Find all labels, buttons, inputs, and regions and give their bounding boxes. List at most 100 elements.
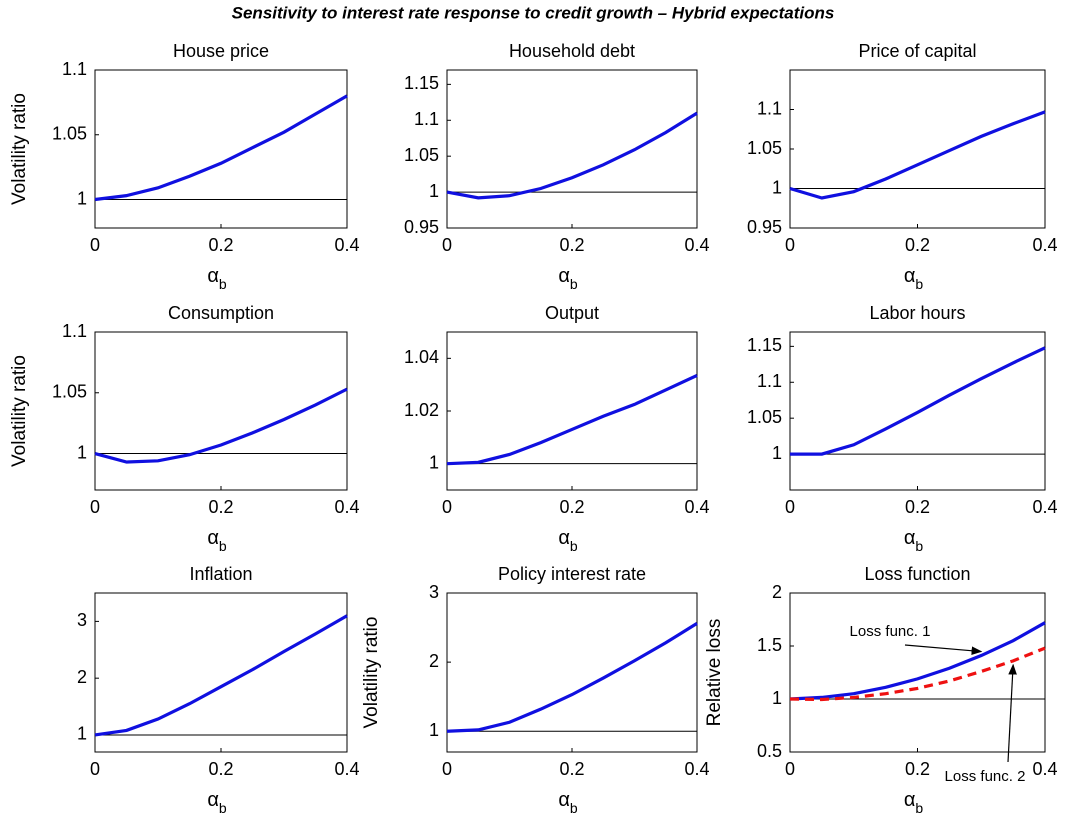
annotation-arrow [904, 644, 983, 656]
x-axis-label: αb [558, 527, 578, 553]
subplot: Household debt αb 0 0.2 0.4 0.95 1 1.05 1.1 1.15 [404, 41, 710, 292]
x-tick-label: 0.4 [684, 759, 709, 779]
x-label-subscript: b [219, 276, 227, 292]
x-tick-label: 0.4 [1032, 497, 1057, 517]
subplot-title: Labor hours [869, 303, 965, 323]
y-tick-label: 1.15 [747, 335, 782, 355]
x-label-subscript: b [915, 538, 923, 554]
x-tick-label: 0.2 [905, 235, 930, 255]
data-line [446, 373, 698, 466]
y-tick-label: 1.1 [414, 109, 439, 129]
y-tick-label: 1 [429, 181, 439, 201]
x-tick-label: 0.2 [559, 235, 584, 255]
subplot: Policy interest rate Volatility ratio αb 0 0… [361, 564, 710, 816]
y-tick-label: 1.5 [757, 635, 782, 655]
y-axis-label: Volatility ratio [9, 93, 30, 205]
x-tick-label: 0 [442, 235, 452, 255]
y-tick-label: 1 [429, 452, 439, 472]
y-tick-label: 1.02 [404, 400, 439, 420]
data-line [94, 387, 348, 464]
subplot-title: House price [173, 41, 269, 61]
series-annotation: Loss func. 2 [945, 768, 1026, 785]
y-tick-label: 1.15 [404, 73, 439, 93]
x-label-symbol: α [904, 265, 916, 287]
x-tick-label: 0.2 [208, 497, 233, 517]
y-axis-label: Relative loss [704, 619, 725, 727]
x-tick-label: 0.4 [334, 759, 359, 779]
series-annotation: Loss func. 1 [850, 623, 931, 640]
x-tick-label: 0.2 [905, 759, 930, 779]
x-tick-label: 0 [442, 497, 452, 517]
subplot-title: Output [545, 303, 599, 323]
x-tick-label: 0.2 [559, 759, 584, 779]
y-tick-label: 0.95 [404, 217, 439, 237]
y-tick-label: 1.04 [404, 347, 439, 367]
x-label-symbol: α [207, 527, 219, 549]
x-tick-label: 0.4 [684, 497, 709, 517]
x-tick-label: 0 [442, 759, 452, 779]
subplot-title: Inflation [189, 564, 252, 584]
x-tick-label: 0.4 [684, 235, 709, 255]
x-tick-label: 0 [785, 759, 795, 779]
x-axis-label: αb [558, 265, 578, 291]
x-tick-label: 0.2 [559, 497, 584, 517]
data-line [94, 614, 348, 737]
subplot: Loss function Relative loss αb 0 0.2 0.4 0.5 1 1… [704, 564, 1058, 816]
y-tick-label: 1 [772, 688, 782, 708]
subplot: Inflation αb 0 0.2 0.4 1 2 3 [77, 564, 360, 816]
y-tick-label: 1 [77, 724, 87, 744]
x-label-symbol: α [904, 527, 916, 549]
x-axis-label: αb [558, 789, 578, 815]
x-label-subscript: b [219, 800, 227, 816]
y-tick-label: 1.05 [747, 407, 782, 427]
x-label-symbol: α [558, 265, 570, 287]
x-tick-label: 0 [90, 235, 100, 255]
y-axis-label: Volatility ratio [361, 617, 382, 729]
y-tick-label: 2 [429, 651, 439, 671]
x-label-subscript: b [570, 276, 578, 292]
y-tick-label: 1.1 [757, 371, 782, 391]
y-tick-label: 1 [77, 188, 87, 208]
data-line [789, 646, 1046, 702]
x-tick-label: 0.4 [1032, 759, 1057, 779]
data-line [789, 621, 1046, 701]
y-tick-label: 1.05 [747, 138, 782, 158]
x-axis-label: αb [904, 789, 924, 815]
x-tick-label: 0 [785, 235, 795, 255]
subplot-title: Loss function [864, 564, 970, 584]
y-tick-label: 0.95 [747, 217, 782, 237]
subplot-title: Policy interest rate [498, 564, 646, 584]
x-label-symbol: α [207, 789, 219, 811]
annotation-arrow [1007, 663, 1017, 763]
subplot: Output αb 0 0.2 0.4 1 1.02 1.04 [404, 303, 710, 554]
x-axis-label: αb [207, 527, 227, 553]
data-line [789, 110, 1046, 200]
subplot: Price of capital αb 0 0.2 0.4 0.95 1 1.05 1.1 [747, 41, 1058, 292]
x-label-subscript: b [915, 276, 923, 292]
data-line [790, 346, 1046, 456]
plot-area [94, 331, 348, 491]
data-line [446, 111, 698, 200]
x-label-subscript: b [915, 800, 923, 816]
x-label-symbol: α [904, 789, 916, 811]
x-label-subscript: b [219, 538, 227, 554]
y-tick-label: 1.1 [757, 98, 782, 118]
y-axis-label: Volatility ratio [9, 355, 30, 467]
y-tick-label: 1 [772, 177, 782, 197]
y-tick-label: 3 [77, 610, 87, 630]
x-label-symbol: α [558, 527, 570, 549]
x-axis-label: αb [904, 265, 924, 291]
y-tick-label: 1 [77, 442, 87, 462]
x-axis-label: αb [207, 789, 227, 815]
x-tick-label: 0.4 [1032, 235, 1057, 255]
y-tick-label: 1.1 [62, 321, 87, 341]
y-tick-label: 1 [772, 443, 782, 463]
x-label-symbol: α [207, 265, 219, 287]
plot-area [446, 69, 698, 229]
x-tick-label: 0.4 [334, 235, 359, 255]
subplot: Consumption Volatility ratio αb 0 0.2 0.4 1 1.0… [9, 303, 360, 554]
data-line [446, 622, 698, 733]
y-tick-label: 1.05 [52, 382, 87, 402]
y-tick-label: 1.05 [52, 124, 87, 144]
